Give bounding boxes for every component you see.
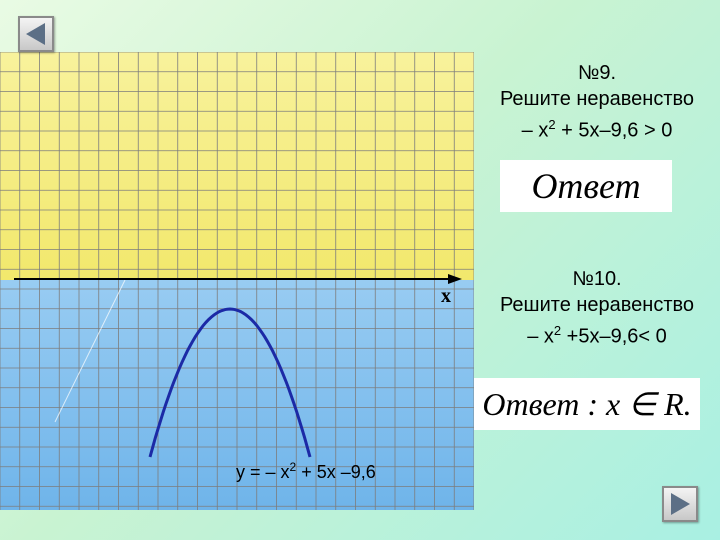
function-label-suffix: + 5x –9,6: [296, 462, 376, 482]
parabola-curve: [148, 307, 312, 458]
task-9-inequality: – x2 + 5x–9,6 > 0: [474, 112, 720, 144]
faint-guide-line: [54, 279, 126, 423]
coordinate-grid: [0, 52, 474, 510]
task-9-expr-prefix: – x: [521, 119, 549, 142]
task-9-number: №9.: [577, 62, 617, 84]
triangle-right-icon: [671, 493, 690, 515]
function-label-prefix: у = – x: [236, 462, 290, 482]
next-slide-button[interactable]: [662, 486, 698, 522]
triangle-left-icon: [26, 23, 45, 45]
task-9: №9. Решите неравенство – x2 + 5x–9,6 > 0: [474, 60, 720, 144]
task-9-expr-power: 2: [548, 117, 556, 132]
task-10-instruction: Решите неравенство: [499, 294, 695, 316]
task-10-answer: Ответ : x ∈ R.: [474, 378, 700, 430]
graph-grid-panel: [0, 52, 474, 510]
x-axis-arrow: [448, 274, 462, 284]
x-axis-label: x: [441, 285, 451, 307]
task-9-instruction: Решите неравенство: [499, 88, 695, 110]
task-9-answer: Ответ: [500, 160, 672, 212]
previous-slide-button[interactable]: [18, 16, 54, 52]
task-10-expr-power: 2: [553, 323, 562, 338]
task-10-expr-prefix: – x: [527, 325, 554, 348]
task-10-expr-suffix: +5x–9,6< 0: [561, 325, 667, 348]
task-9-expr-suffix: + 5x–9,6 > 0: [555, 119, 673, 142]
task-10-number: №10.: [572, 268, 622, 290]
function-label: у = – x2 + 5x –9,6: [236, 460, 376, 483]
task-10-inequality: – x2 +5x–9,6< 0: [474, 318, 720, 350]
task-10: №10. Решите неравенство – x2 +5x–9,6< 0: [474, 266, 720, 350]
function-label-power: 2: [289, 460, 297, 474]
